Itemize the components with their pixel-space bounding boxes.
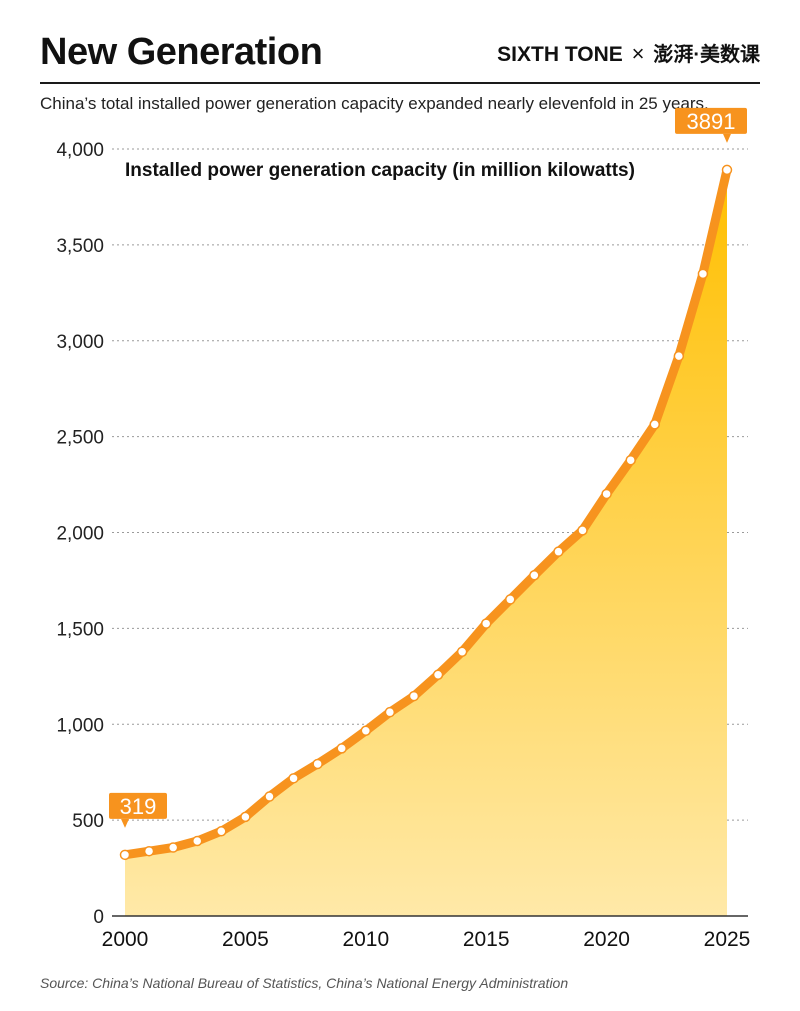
data-point: [697, 268, 709, 280]
annotation-label: 319: [120, 794, 157, 819]
brand-the-paper: 澎湃·美数课: [653, 44, 760, 66]
x-tick-label: 2010: [342, 928, 389, 951]
data-point: [264, 791, 275, 802]
data-point: [480, 618, 492, 629]
data-point: [432, 669, 444, 681]
header-divider: [40, 82, 760, 84]
data-point: [143, 845, 155, 857]
page-subtitle: China’s total installed power generation…: [40, 94, 709, 113]
y-tick-label: 1,500: [56, 619, 104, 640]
data-point: [673, 350, 685, 362]
y-tick-label: 1,000: [56, 715, 104, 736]
y-tick-label: 3,500: [56, 236, 104, 257]
x-tick-label: 2020: [583, 928, 630, 951]
brand-separator: ×: [631, 41, 645, 66]
annotation-callout: 319: [109, 792, 167, 828]
x-tick-label: 2025: [704, 928, 751, 951]
y-tick-label: 2,500: [56, 428, 104, 449]
data-point: [577, 525, 588, 536]
annotation-pointer: [723, 133, 731, 143]
x-tick-label: 2000: [102, 928, 149, 951]
data-point: [240, 811, 251, 823]
annotation-callout: 3891: [675, 107, 747, 143]
y-tick-label: 3,000: [56, 332, 104, 353]
data-point: [384, 706, 396, 718]
data-point: [505, 594, 516, 605]
y-tick-label: 4,000: [56, 140, 104, 161]
data-point: [167, 842, 179, 853]
data-point: [119, 849, 131, 861]
annotation-box: [109, 792, 167, 819]
data-point: [288, 773, 299, 784]
area-fill: [125, 169, 727, 916]
data-point: [553, 546, 564, 557]
data-point: [408, 690, 420, 702]
chart-title: Installed power generation capacity (in …: [125, 160, 635, 181]
annotation-label: 3891: [687, 109, 736, 134]
y-tick-label: 2,000: [56, 524, 104, 545]
annotation-pointer: [121, 818, 129, 828]
x-tick-label: 2015: [463, 928, 510, 951]
source-note: Source: China’s National Bureau of Stati…: [40, 975, 569, 991]
y-tick-label: 500: [72, 811, 104, 832]
data-point: [312, 758, 323, 770]
brand-logo: SIXTH TONE × 澎湃·美数课: [497, 40, 760, 69]
data-point: [191, 835, 203, 847]
y-tick-label: 0: [93, 907, 104, 928]
data-point: [601, 488, 612, 500]
page-title: New Generation: [40, 31, 323, 73]
data-point: [625, 454, 636, 466]
data-point: [456, 646, 468, 658]
data-point: [649, 419, 661, 430]
x-tick-label: 2005: [222, 928, 269, 951]
data-point: [360, 725, 372, 737]
annotation-box: [675, 107, 747, 134]
data-point: [721, 164, 733, 176]
data-point: [216, 825, 227, 837]
data-point: [336, 743, 347, 754]
brand-sixth-tone: SIXTH TONE: [497, 43, 623, 66]
data-point: [529, 570, 540, 581]
